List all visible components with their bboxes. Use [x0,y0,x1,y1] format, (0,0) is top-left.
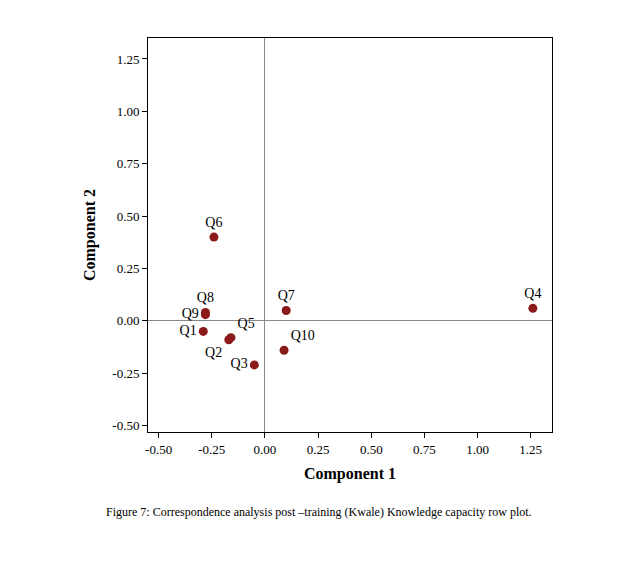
svg-text:1.00: 1.00 [117,104,140,119]
svg-text:1.00: 1.00 [466,442,489,457]
svg-text:Q1: Q1 [180,323,197,338]
svg-text:0.25: 0.25 [307,442,330,457]
svg-text:0.50: 0.50 [360,442,383,457]
svg-text:Q2: Q2 [205,345,222,360]
svg-text:0.00: 0.00 [117,313,140,328]
svg-text:Q7: Q7 [278,288,295,303]
svg-text:0.75: 0.75 [117,156,140,171]
svg-text:1.25: 1.25 [519,442,542,457]
svg-text:-0.25: -0.25 [112,366,139,381]
svg-text:0.00: 0.00 [254,442,277,457]
svg-text:Q10: Q10 [291,328,315,343]
svg-text:Q8: Q8 [197,290,214,305]
svg-text:-0.50: -0.50 [112,418,139,433]
svg-text:1.25: 1.25 [117,52,140,67]
svg-text:0.50: 0.50 [117,209,140,224]
svg-text:0.25: 0.25 [117,261,140,276]
svg-text:Q9: Q9 [182,306,199,321]
svg-text:-0.25: -0.25 [198,442,225,457]
svg-text:Q5: Q5 [238,316,255,331]
svg-text:Component 1: Component 1 [304,465,396,483]
svg-text:Q3: Q3 [231,356,248,371]
svg-text:-0.50: -0.50 [145,442,172,457]
svg-text:Q4: Q4 [524,286,541,301]
svg-text:0.75: 0.75 [413,442,436,457]
svg-text:Component 2: Component 2 [81,189,99,281]
svg-text:Figure 7: Correspondence analy: Figure 7: Correspondence analysis post –… [106,505,532,519]
svg-text:Q6: Q6 [205,215,222,230]
